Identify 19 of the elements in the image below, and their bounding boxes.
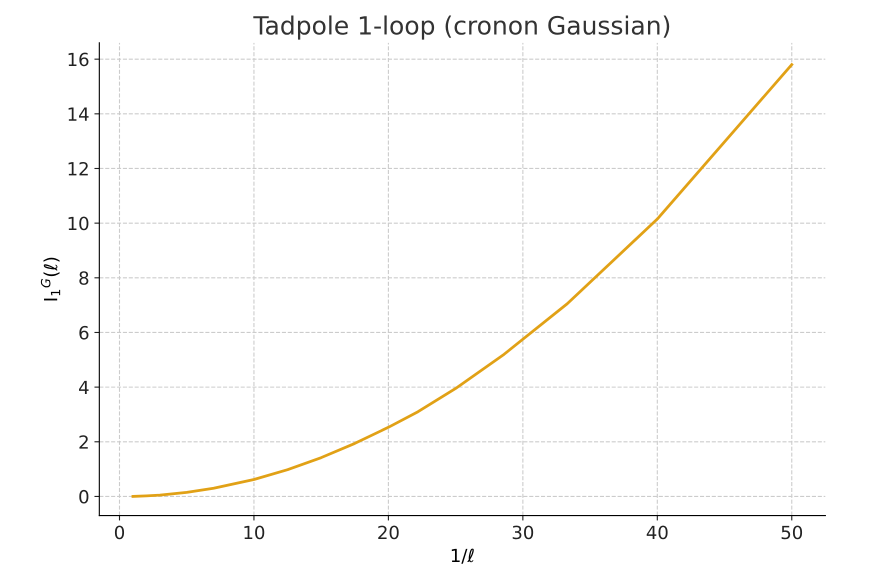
y-tick-label: 8: [79, 271, 88, 285]
x-tick-label: 40: [646, 526, 668, 540]
chart-title: Tadpole 1-loop (cronon Gaussian): [253, 15, 670, 40]
y-tick-label: 16: [68, 52, 88, 66]
y-tick-label: 0: [79, 490, 88, 504]
y-tick-label: 4: [79, 380, 89, 394]
x-axis-title: 1/ℓ: [452, 548, 474, 564]
line-series: [132, 63, 794, 498]
x-tick-label: 30: [512, 526, 534, 540]
x-tick-label: 50: [782, 526, 802, 540]
x-tick-label: 10: [244, 526, 264, 540]
y-tick-label: 2: [79, 435, 88, 449]
x-tick-label: 20: [378, 526, 399, 540]
y-axis-title: I$_{1}$$^{G}$(ℓ): [40, 258, 60, 300]
y-tick-label: 6: [79, 326, 88, 340]
y-tick-label: 14: [68, 108, 89, 121]
y-tick-label: 12: [68, 162, 88, 176]
x-tick-label: 0: [114, 526, 124, 540]
y-tick-label: 10: [68, 216, 88, 230]
